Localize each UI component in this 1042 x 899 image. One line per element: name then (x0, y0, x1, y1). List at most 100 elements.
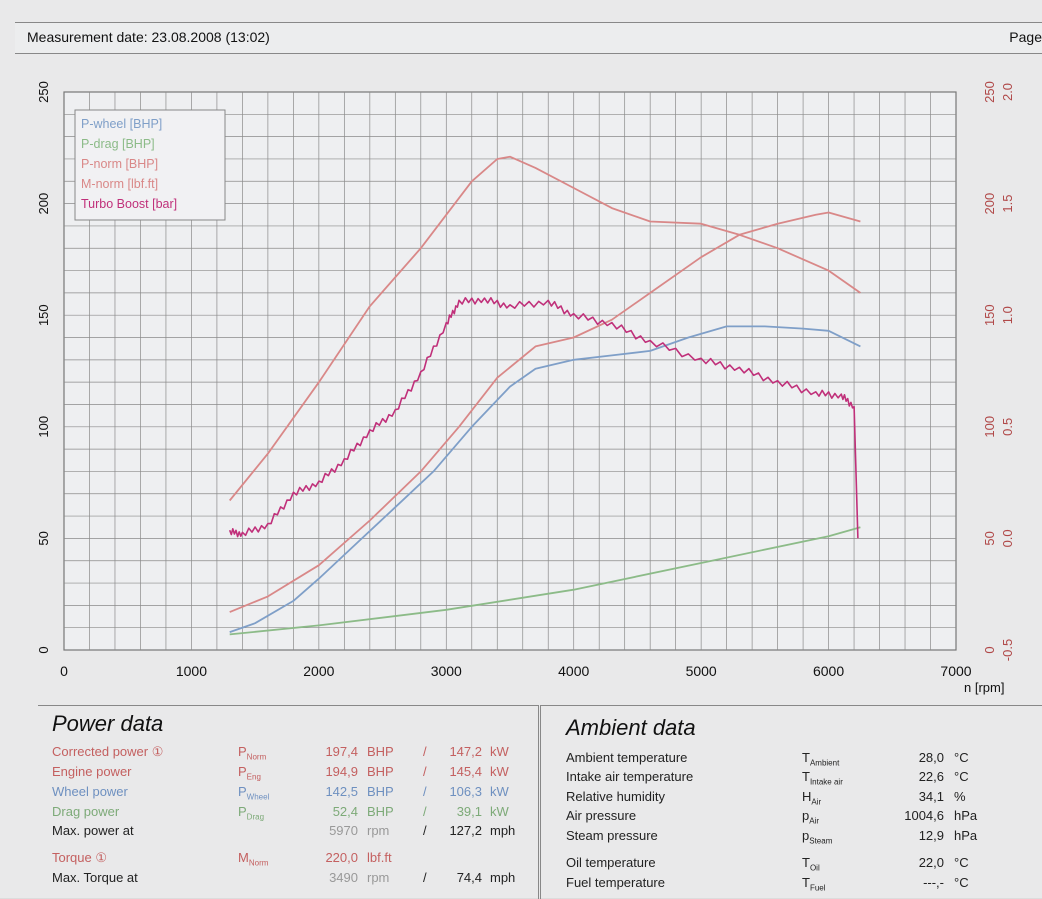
ambient-row-symbol: HAir (802, 789, 822, 807)
ambient-row-value: 28,0 (918, 750, 944, 765)
power-row-unit-2: kW (490, 784, 509, 799)
legend-entry: Turbo Boost [bar] (81, 197, 177, 211)
power-row-value-2: 106,3 (449, 784, 482, 799)
power-row-separator: / (423, 764, 427, 779)
power-row-label: Corrected power ① (52, 744, 164, 759)
x-tick-label: 5000 (686, 663, 717, 679)
y-tick-label-right-outer: 0 (982, 646, 997, 653)
series-line-m-norm-lbf-ft (229, 155, 861, 502)
power-row-unit-2: kW (490, 744, 509, 759)
series-line-turbo-boost-bar (228, 297, 859, 539)
ambient-row-label: Intake air temperature (566, 769, 694, 784)
power-row-unit-1: lbf.ft (367, 850, 392, 865)
page-label: Page (1009, 29, 1042, 45)
x-tick-label: 2000 (303, 663, 334, 679)
ambient-data-title: Ambient data (566, 715, 696, 740)
y-tick-label-right-outer: 100 (982, 416, 997, 438)
legend-entry: P-drag [BHP] (81, 137, 155, 151)
power-row-value-1: 220,0 (325, 850, 358, 865)
y-tick-label-left: 0 (36, 646, 51, 653)
power-row-symbol: PWheel (238, 784, 270, 802)
y-tick-label-right-outer: 50 (982, 531, 997, 545)
power-row-value-1: 52,4 (332, 804, 358, 819)
power-row-unit-2: mph (490, 870, 516, 885)
ambient-row-unit: % (954, 789, 966, 804)
x-tick-label: 4000 (558, 663, 589, 679)
power-row-unit-1: BHP (367, 804, 394, 819)
ambient-row-value: ---,- (923, 875, 944, 890)
power-row-value-1: 194,9 (325, 764, 358, 779)
power-row-label: Drag power (52, 804, 120, 819)
y-tick-label-right-outer: 150 (982, 304, 997, 326)
ambient-row-label: Oil temperature (566, 855, 656, 870)
report-header: Measurement date: 23.08.2008 (13:02) Pag… (15, 22, 1042, 54)
y-tick-label-right-inner: -0.5 (1000, 639, 1015, 661)
power-row-unit-1: rpm (367, 823, 390, 838)
ambient-row-unit: hPa (954, 808, 978, 823)
y-tick-label-right-inner: 1.0 (1000, 306, 1015, 324)
y-tick-label-right-inner: 2.0 (1000, 83, 1015, 101)
ambient-row-value: 22,0 (918, 855, 944, 870)
power-row-value-1: 142,5 (325, 784, 358, 799)
power-row-symbol: PEng (238, 764, 261, 782)
series-line-p-norm-bhp (229, 211, 861, 613)
power-row-separator: / (423, 870, 427, 885)
ambient-row-unit: °C (954, 750, 969, 765)
ambient-row-label: Steam pressure (566, 828, 658, 843)
power-row-separator: / (423, 823, 427, 838)
power-row-symbol: PDrag (238, 804, 265, 822)
ambient-row-label: Relative humidity (566, 789, 665, 804)
legend-box (74, 109, 226, 221)
y-tick-label-left: 50 (36, 531, 51, 545)
x-tick-label: 1000 (176, 663, 207, 679)
power-row-unit-2: kW (490, 764, 509, 779)
y-tick-label-left: 200 (36, 193, 51, 215)
ambient-row-label: Air pressure (566, 808, 637, 823)
y-tick-label-right-inner: 0.0 (1000, 529, 1015, 547)
x-tick-label: 6000 (813, 663, 844, 679)
power-data-panel (38, 705, 539, 899)
ambient-row-symbol: pSteam (802, 828, 833, 846)
ambient-row-value: 1004,6 (904, 808, 944, 823)
y-tick-label-right-inner: 1.5 (1000, 195, 1015, 213)
ambient-row-unit: °C (954, 855, 969, 870)
x-tick-label: 0 (60, 663, 68, 679)
power-row-value-1: 197,4 (325, 744, 358, 759)
ambient-row-symbol: TOil (802, 855, 820, 873)
power-row-symbol: MNorm (238, 850, 269, 868)
series-line-p-wheel-bhp (229, 325, 861, 633)
power-row-value-2: 147,2 (449, 744, 482, 759)
legend-entry: P-wheel [BHP] (81, 117, 162, 131)
x-tick-label: 7000 (940, 663, 971, 679)
measurement-date: Measurement date: 23.08.2008 (13:02) (27, 29, 270, 45)
ambient-row-unit: °C (954, 769, 969, 784)
power-data-title: Power data (52, 711, 164, 736)
power-row-value-2: 74,4 (456, 870, 482, 885)
power-row-unit-1: rpm (367, 870, 390, 885)
power-row-unit-1: BHP (367, 764, 394, 779)
legend-entry: M-norm [lbf.ft] (81, 177, 158, 191)
power-row-unit-1: BHP (367, 744, 394, 759)
power-row-unit-1: BHP (367, 784, 394, 799)
power-row-unit-2: kW (490, 804, 509, 819)
power-row-label: Max. Torque at (52, 870, 138, 885)
series-line-p-drag-bhp (229, 526, 861, 636)
y-tick-label-right-outer: 200 (982, 193, 997, 215)
ambient-row-unit: °C (954, 875, 969, 890)
power-row-unit-2: mph (490, 823, 516, 838)
y-tick-label-left: 250 (36, 81, 51, 103)
x-axis-label: n [rpm] (964, 680, 1004, 695)
power-row-symbol: PNorm (238, 744, 267, 762)
power-row-label: Max. power at (52, 823, 134, 838)
power-row-value-1: 5970 (329, 823, 358, 838)
y-tick-label-right-inner: 0.5 (1000, 418, 1015, 436)
ambient-row-label: Fuel temperature (566, 875, 665, 890)
ambient-row-symbol: TAmbient (802, 750, 840, 768)
power-row-value-1: 3490 (329, 870, 358, 885)
ambient-row-value: 22,6 (918, 769, 944, 784)
power-row-value-2: 39,1 (456, 804, 482, 819)
power-row-value-2: 145,4 (449, 764, 482, 779)
ambient-row-value: 12,9 (918, 828, 944, 843)
